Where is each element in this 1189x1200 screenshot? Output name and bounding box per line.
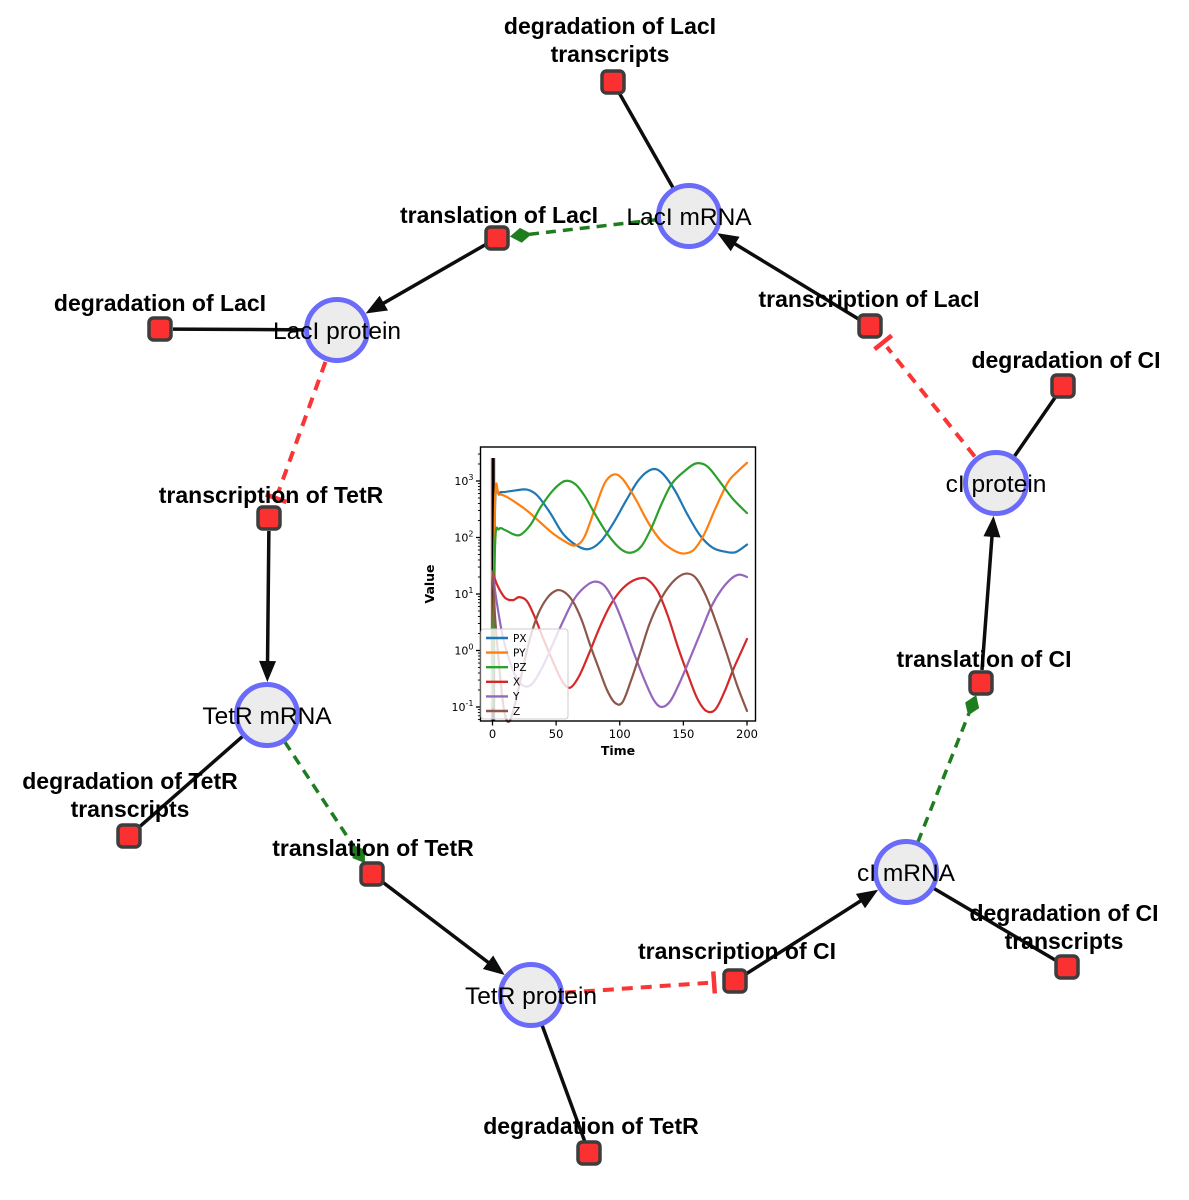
reaction-node-degradation-of-ci-transcripts[interactable]: [1054, 954, 1080, 980]
inhibition-tee-icon: [265, 492, 288, 505]
legend-label-pz: PZ: [513, 662, 527, 674]
arrowhead-icon: [259, 660, 277, 683]
y-tick-label: 10-1: [452, 699, 474, 714]
reaction-label: degradation of CI: [971, 347, 1160, 373]
reaction-node-translation-of-tetr[interactable]: [359, 861, 385, 887]
edge-production-tl_laci-to-laci_prot: [365, 242, 487, 314]
x-tick-label: 50: [549, 727, 564, 741]
edge-inhibition-laci_prot-to-tc_tetr: [265, 361, 328, 505]
reaction-label: degradation of LacI: [54, 290, 266, 316]
plot-area: 0 50 100 150 20010310210110010-1TimeValuePXP…: [423, 446, 758, 758]
reaction-label: transcripts: [1005, 928, 1124, 954]
reaction-node-translation-of-ci[interactable]: [968, 670, 994, 696]
y-axis-title: Value: [423, 564, 437, 603]
edge-production-tc_ci-to-ci_mrna: [745, 889, 879, 976]
edge-production-tc_tetr-to-tetr_mrna: [259, 530, 277, 683]
edge-consumption-tetr_prot-to-deg_tetr: [540, 1024, 587, 1142]
modifier-diamond-icon: [965, 695, 980, 716]
x-tick-label: 200: [736, 727, 758, 741]
reaction-label: transcription of CI: [638, 938, 836, 964]
edge-consumption-ci_prot-to-deg_ci: [1012, 395, 1058, 458]
species-label: LacI mRNA: [626, 204, 752, 231]
edge-modifier-ci_mrna-to-tl_ci: [916, 695, 980, 843]
species-label: cI protein: [946, 471, 1047, 498]
species-label: cI mRNA: [857, 860, 956, 887]
reaction-node-transcription-of-laci[interactable]: [857, 313, 883, 339]
reaction-label: degradation of TetR: [483, 1113, 699, 1139]
inhibition-tee-icon: [873, 333, 894, 352]
arrowhead-icon: [855, 889, 879, 909]
reaction-label: transcription of LacI: [758, 286, 979, 312]
species-label: LacI protein: [273, 318, 401, 345]
reaction-node-translation-of-laci[interactable]: [484, 225, 510, 251]
reaction-label: degradation of LacI: [504, 13, 716, 39]
x-tick-label: 100: [609, 727, 631, 741]
reaction-label: translation of CI: [896, 646, 1071, 672]
species-node-ci-protein[interactable]: [963, 450, 1029, 516]
legend-label-py: PY: [513, 647, 526, 659]
x-axis-title: Time: [601, 743, 635, 758]
species-node-laci-protein[interactable]: [304, 297, 370, 363]
reaction-node-transcription-of-tetr[interactable]: [256, 505, 282, 531]
series-line-px: [491, 467, 749, 709]
y-tick-label: 101: [454, 586, 473, 601]
arrowhead-icon: [482, 955, 505, 976]
y-tick-label: 100: [454, 643, 473, 658]
edge-inhibition-tetr_prot-to-tc_ci: [564, 971, 718, 995]
arrowhead-icon: [365, 295, 389, 314]
y-tick-label: 102: [454, 530, 473, 545]
reaction-label: transcripts: [71, 796, 190, 822]
edge-modifier-laci_mrna-to-tl_laci: [509, 217, 658, 243]
reaction-node-degradation-of-tetr[interactable]: [576, 1140, 602, 1166]
series-line-py: [491, 461, 749, 709]
legend-label-z: Z: [513, 706, 520, 718]
reaction-node-degradation-of-tetr-transcripts[interactable]: [116, 823, 142, 849]
legend-label-px: PX: [513, 633, 527, 645]
reaction-label: degradation of TetR: [22, 768, 238, 794]
nodes-layer: [116, 69, 1080, 1166]
reaction-node-degradation-of-laci-transcripts[interactable]: [600, 69, 626, 95]
edge-consumption-ci_mrna-to-deg_ci_tx: [932, 886, 1057, 962]
edge-inhibition-ci_prot-to-tc_laci: [873, 333, 977, 458]
series-line-pz: [491, 462, 749, 709]
labels-layer: degradation of LacItranscriptstranslatio…: [22, 13, 1160, 1139]
species-label: TetR protein: [465, 983, 597, 1010]
edge-production-tl_ci-to-ci_prot: [980, 515, 1001, 671]
modifier-diamond-icon: [509, 227, 532, 243]
species-node-laci-mrna[interactable]: [656, 183, 722, 249]
species-node-tetr-mrna[interactable]: [234, 682, 300, 748]
edge-consumption-laci_mrna-to-deg_laci_tx: [617, 92, 675, 190]
edge-consumption-laci_prot-to-deg_laci: [172, 327, 306, 332]
reaction-label: degradation of CI: [969, 900, 1158, 926]
reaction-label: translation of TetR: [272, 835, 474, 861]
species-label: TetR mRNA: [202, 703, 332, 730]
species-node-ci-mrna[interactable]: [873, 839, 939, 905]
edge-production-tc_laci-to-laci_mrna: [717, 233, 860, 321]
legend-label-y: Y: [512, 691, 520, 703]
reaction-label: transcripts: [551, 41, 670, 67]
arrowhead-icon: [717, 233, 740, 252]
x-tick-label: 150: [672, 727, 694, 741]
edge-modifier-tetr_mrna-to-tl_tetr: [283, 740, 366, 864]
reaction-node-degradation-of-ci[interactable]: [1050, 373, 1076, 399]
modifier-diamond-icon: [352, 844, 366, 864]
timeseries-inset-chart: 0 50 100 150 20010310210110010-1TimeValuePXP…: [423, 437, 768, 762]
edge-production-tl_tetr-to-tetr_prot: [381, 880, 505, 976]
reaction-label: translation of LacI: [400, 202, 598, 228]
species-node-tetr-protein[interactable]: [498, 962, 564, 1028]
reaction-node-degradation-of-laci[interactable]: [147, 316, 173, 342]
inhibition-tee-icon: [711, 971, 718, 994]
edges-layer: [137, 92, 1058, 1142]
edge-consumption-tetr_mrna-to-deg_tetr_tx: [137, 734, 245, 829]
reaction-label: transcription of TetR: [159, 482, 384, 508]
y-tick-label: 103: [454, 473, 473, 488]
legend-label-x: X: [513, 677, 520, 689]
reaction-node-transcription-of-ci[interactable]: [722, 968, 748, 994]
series-line-x: [491, 570, 749, 714]
x-tick-label: 0: [489, 727, 496, 741]
legend: PX PY PZ XYZ: [480, 628, 569, 720]
arrowhead-icon: [983, 515, 1001, 538]
